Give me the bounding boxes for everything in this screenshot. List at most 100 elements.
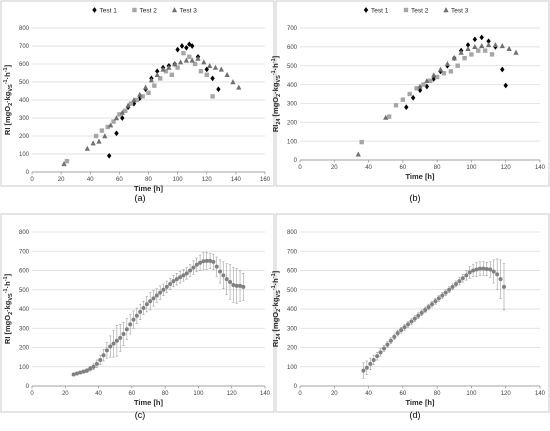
data-point	[164, 284, 169, 289]
data-point	[406, 322, 410, 327]
x-axis-label: Time [h]	[134, 184, 164, 193]
data-point	[158, 290, 163, 295]
data-point	[111, 119, 116, 124]
data-point	[454, 281, 458, 286]
data-point	[198, 260, 203, 265]
data-point	[495, 272, 500, 277]
data-point	[195, 55, 201, 61]
data-point	[113, 115, 120, 121]
chart-frame	[0, 213, 275, 413]
data-point	[121, 332, 126, 337]
data-point	[128, 101, 134, 106]
data-point	[402, 325, 407, 330]
data-point	[221, 273, 226, 278]
y-axis-label-part: 2	[276, 309, 282, 312]
data-point	[204, 72, 209, 77]
data-point	[465, 45, 471, 51]
data-point	[447, 287, 452, 292]
y-tick-label: 400	[19, 98, 30, 104]
data-point	[124, 327, 129, 332]
x-tick-label: 60	[116, 177, 123, 183]
x-tick-label: 80	[434, 165, 441, 171]
chart-panel-2: 0 100 200 300 400 500 600 700 0 20 40 60 80 100 120 140…	[271, 0, 550, 203]
data-point	[224, 71, 230, 77]
data-point	[201, 259, 206, 264]
y-axis-label-part: -1	[3, 67, 9, 72]
y-tick-label: 600	[19, 62, 30, 68]
data-point	[181, 51, 186, 56]
data-point	[78, 370, 83, 375]
y-tick-label: 500	[287, 288, 298, 294]
data-point	[94, 361, 99, 366]
data-point	[409, 319, 414, 324]
data-point	[134, 313, 139, 318]
y-axis-label-part: ·h	[271, 63, 280, 70]
data-point	[90, 140, 96, 146]
legend-marker	[403, 7, 409, 13]
data-point	[364, 365, 369, 370]
data-point	[107, 122, 114, 128]
data-point	[467, 270, 472, 275]
x-tick-label: 120	[227, 391, 238, 397]
data-point	[378, 350, 383, 355]
data-point	[84, 145, 90, 151]
data-point	[224, 277, 229, 282]
y-tick-label: 100	[19, 365, 30, 371]
y-axis-label-part: -1	[3, 288, 9, 293]
data-point	[106, 152, 112, 159]
y-axis-label-part: ·kg	[3, 300, 12, 312]
data-point	[137, 91, 143, 97]
data-point	[148, 299, 153, 304]
data-point	[503, 82, 508, 89]
data-point	[434, 74, 440, 80]
data-point	[163, 69, 169, 74]
y-axis-label-part: ]	[3, 273, 12, 276]
data-point	[462, 55, 467, 61]
data-point	[71, 372, 76, 377]
y-tick-label: 700	[19, 44, 30, 50]
y-tick-label: 700	[287, 249, 298, 255]
data-point	[410, 94, 416, 101]
data-point	[96, 138, 102, 144]
legend-label: Test 3	[180, 7, 198, 14]
y-axis-label-part: -1	[271, 285, 277, 290]
data-point	[210, 75, 215, 82]
legend-label: Test 2	[140, 7, 158, 14]
data-point	[426, 305, 431, 310]
data-point	[218, 269, 223, 274]
y-tick-label: 0	[26, 384, 30, 390]
y-tick-label: 500	[19, 80, 30, 86]
data-point	[166, 64, 172, 70]
legend-marker	[443, 7, 449, 13]
data-point	[64, 159, 70, 164]
data-point	[218, 66, 224, 72]
data-point	[231, 282, 236, 287]
legend-marker	[132, 7, 137, 13]
legend-label: Test 2	[411, 7, 429, 14]
data-point	[424, 77, 430, 83]
data-point	[114, 130, 119, 137]
data-point	[492, 42, 499, 48]
data-point	[407, 91, 412, 97]
data-point	[204, 258, 209, 263]
data-point	[478, 266, 482, 271]
x-tick-label: 40	[365, 391, 372, 397]
y-tick-label: 400	[19, 307, 30, 313]
data-point	[451, 55, 457, 61]
data-point	[428, 78, 433, 83]
data-point	[152, 83, 157, 88]
data-point	[423, 307, 428, 312]
y-axis-label-part: -1	[3, 276, 9, 281]
data-point	[457, 279, 462, 284]
data-point	[230, 79, 236, 85]
y-axis-label-part: ·h	[271, 278, 280, 285]
data-point	[175, 46, 180, 53]
data-point	[140, 94, 145, 99]
data-point	[91, 364, 96, 369]
data-point	[212, 64, 219, 70]
y-tick-label: 400	[287, 83, 298, 89]
data-point	[84, 368, 89, 373]
data-point	[118, 335, 123, 340]
y-tick-label: 600	[287, 45, 298, 51]
